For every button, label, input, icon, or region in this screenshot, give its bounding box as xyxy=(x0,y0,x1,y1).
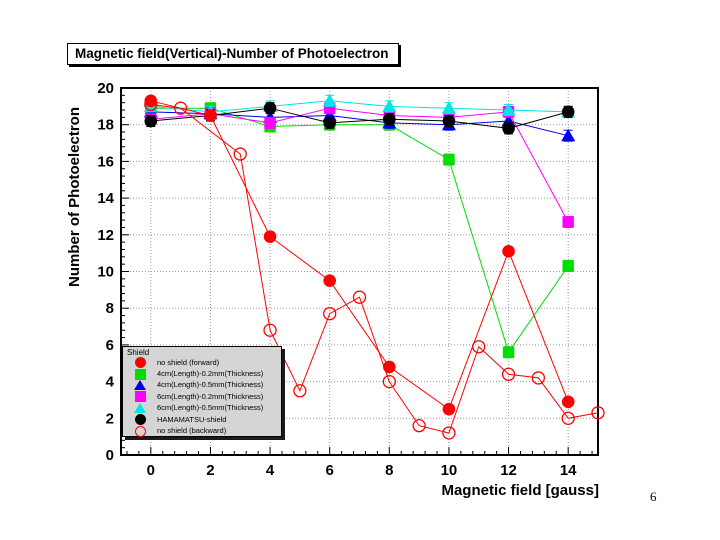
svg-text:10: 10 xyxy=(97,264,114,281)
series-line xyxy=(150,107,569,129)
legend-marker-cell xyxy=(123,414,157,426)
svg-text:6: 6 xyxy=(326,462,334,479)
y-tick-labels: 0 2 4 6 8 10 12 14 16 18 20 xyxy=(97,80,114,464)
legend-marker-cell xyxy=(123,425,157,437)
filled-triangle-icon xyxy=(134,403,146,414)
legend-item-6cm-0p2mm: 6cm(Length)-0.2mm(Thickness) xyxy=(123,391,281,403)
series-markers xyxy=(145,102,574,358)
y-axis-title: Number of Photoelectron xyxy=(66,107,83,287)
legend-marker-cell xyxy=(123,403,157,414)
legend-title: Shield xyxy=(127,348,150,357)
svg-text:20: 20 xyxy=(97,80,114,97)
legend-marker-cell xyxy=(123,391,157,403)
plot-frame xyxy=(120,87,599,456)
svg-text:14: 14 xyxy=(560,462,577,479)
series-line xyxy=(150,100,569,410)
series-line xyxy=(150,100,569,113)
svg-text:14: 14 xyxy=(97,190,114,207)
series-line xyxy=(150,107,569,223)
svg-text:10: 10 xyxy=(441,462,458,479)
svg-text:6: 6 xyxy=(106,337,114,354)
svg-text:12: 12 xyxy=(500,462,517,479)
x-tick-labels: 0 2 4 6 8 10 12 14 xyxy=(147,462,578,479)
series-markers xyxy=(144,94,575,416)
legend-item-6cm-0p5mm: 6cm(Length)-0.5mm(Thickness) xyxy=(123,403,281,414)
svg-text:18: 18 xyxy=(97,117,114,134)
open-circle-icon xyxy=(134,425,146,437)
legend-label: 4cm(Length)-0.5mm(Thickness) xyxy=(157,380,264,390)
series-1 xyxy=(145,102,574,359)
filled-circle-icon xyxy=(134,414,146,426)
legend-marker-cell xyxy=(123,357,157,369)
legend-label: 6cm(Length)-0.5mm(Thickness) xyxy=(157,403,264,413)
legend-label: no shield (backward) xyxy=(157,426,227,436)
legend-item-4cm-0p5mm: 4cm(Length)-0.5mm(Thickness) xyxy=(123,380,281,391)
svg-text:4: 4 xyxy=(266,462,275,479)
svg-text:4: 4 xyxy=(106,374,115,391)
svg-text:2: 2 xyxy=(106,410,114,427)
filled-square-icon xyxy=(134,391,146,403)
legend-item-4cm-0p2mm: 4cm(Length)-0.2mm(Thickness) xyxy=(123,368,281,380)
legend-label: HAMAMATSU-shield xyxy=(157,414,227,424)
svg-text:2: 2 xyxy=(206,462,214,479)
page-number: 6 xyxy=(650,489,657,504)
series-line xyxy=(150,107,569,354)
legend-label: 4cm(Length)-0.2mm(Thickness) xyxy=(157,369,264,379)
legend-marker-cell xyxy=(123,368,157,380)
svg-text:0: 0 xyxy=(147,462,155,479)
filled-triangle-icon xyxy=(134,380,146,391)
legend-box: Shield no shield (forward) 4cm(Length)-0… xyxy=(122,346,282,437)
legend-label: 6cm(Length)-0.2mm(Thickness) xyxy=(157,391,264,401)
svg-text:8: 8 xyxy=(106,300,114,317)
legend-item-no-shield-forward: no shield (forward) xyxy=(123,357,281,369)
chart-title: Magnetic field(Vertical)-Number of Photo… xyxy=(75,46,389,61)
svg-text:8: 8 xyxy=(385,462,393,479)
legend-item-hamamatsu-shield: HAMAMATSU-shield xyxy=(123,414,281,426)
svg-text:12: 12 xyxy=(97,227,114,244)
series-6 xyxy=(144,97,605,440)
filled-square-icon xyxy=(134,368,146,380)
legend-marker-cell xyxy=(123,380,157,391)
series-0 xyxy=(144,94,575,416)
svg-text:16: 16 xyxy=(97,153,114,170)
chart-title-box: Magnetic field(Vertical)-Number of Photo… xyxy=(67,43,399,65)
filled-circle-icon xyxy=(134,357,146,369)
svg-text:0: 0 xyxy=(106,447,114,464)
series-markers xyxy=(144,97,605,440)
x-axis-title: Magnetic field [gauss] xyxy=(441,482,599,499)
series-line xyxy=(150,104,599,434)
legend-label: no shield (forward) xyxy=(157,357,220,367)
legend-item-no-shield-backward: no shield (backward) xyxy=(123,425,281,437)
